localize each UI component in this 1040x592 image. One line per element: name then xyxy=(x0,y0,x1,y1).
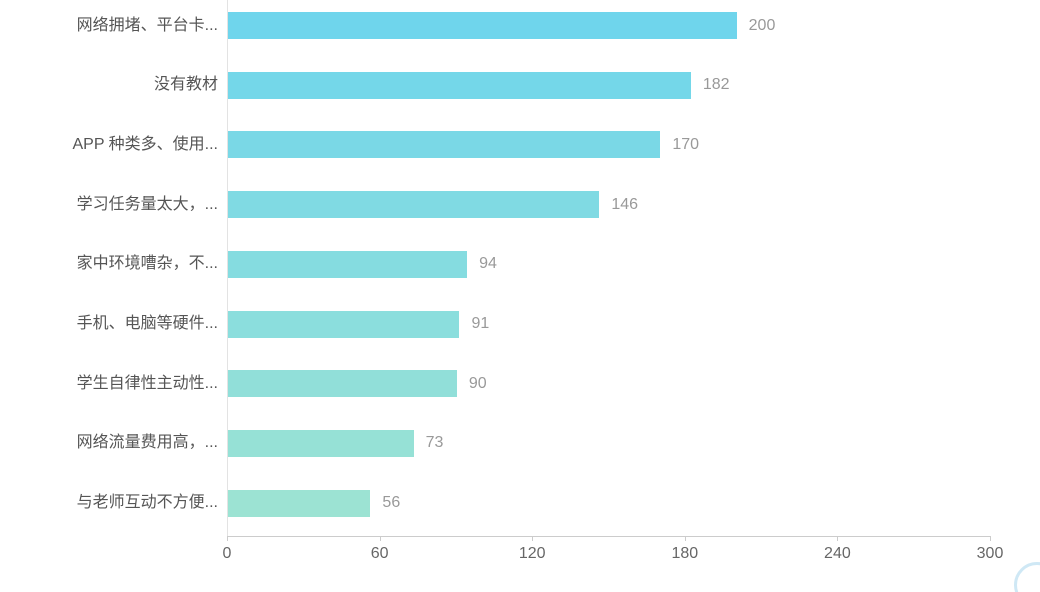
category-label: 学习任务量太大，... xyxy=(76,195,218,213)
bar[interactable] xyxy=(228,310,460,338)
x-axis-tick-label: 240 xyxy=(824,545,851,562)
bar[interactable] xyxy=(228,489,371,517)
category-label: 手机、电脑等硬件... xyxy=(76,315,218,332)
value-label: 90 xyxy=(468,374,487,392)
x-axis-line xyxy=(227,536,991,537)
value-label: 146 xyxy=(611,195,639,213)
category-label: 网络拥堵、平台卡... xyxy=(76,16,218,34)
x-axis-tick-mark xyxy=(990,536,991,541)
x-axis-tick-label: 120 xyxy=(518,545,546,562)
x-axis-tick-label: 180 xyxy=(671,545,699,562)
bar[interactable] xyxy=(228,12,737,39)
category-label: 学生自律性主动性... xyxy=(76,374,218,392)
bar[interactable] xyxy=(228,191,600,219)
x-axis-tick-label: 0 xyxy=(222,545,232,562)
category-label: APP 种类多、使用... xyxy=(72,135,218,153)
value-label: 182 xyxy=(702,76,730,94)
value-label: 73 xyxy=(425,434,444,452)
x-axis-tick-label: 60 xyxy=(370,545,389,562)
value-label: 94 xyxy=(479,255,497,273)
bar[interactable] xyxy=(228,131,661,159)
x-axis-tick-mark xyxy=(227,536,228,541)
x-axis-tick-mark xyxy=(532,536,534,541)
value-label: 91 xyxy=(471,315,490,332)
x-axis-tick-mark xyxy=(379,536,381,541)
value-label: 170 xyxy=(672,135,700,153)
offscreen-element-sliver xyxy=(1014,562,1040,592)
category-label: 没有教材 xyxy=(153,76,218,94)
value-label: 200 xyxy=(748,16,776,34)
bar[interactable] xyxy=(228,250,468,278)
category-label: 网络流量费用高，... xyxy=(76,434,218,452)
category-label: 与老师互动不方便... xyxy=(76,494,218,512)
bar[interactable] xyxy=(228,370,457,398)
x-axis-tick-label: 300 xyxy=(976,545,1004,562)
value-label: 56 xyxy=(382,494,401,512)
category-label: 家中环境嘈杂，不... xyxy=(76,255,218,273)
x-axis-tick-mark xyxy=(837,536,839,541)
x-axis-tick-mark xyxy=(684,536,686,541)
bar[interactable] xyxy=(228,429,414,457)
y-axis-line xyxy=(227,0,228,536)
bar[interactable] xyxy=(228,71,691,99)
